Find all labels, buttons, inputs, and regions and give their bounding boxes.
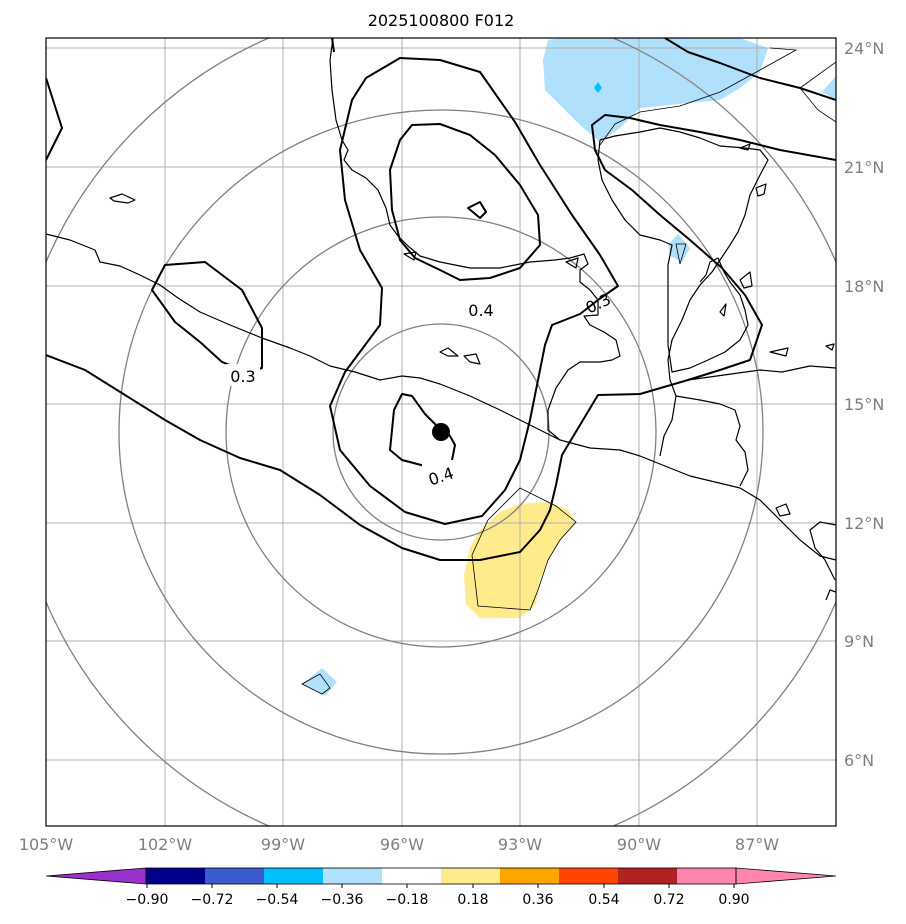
lon-label: 99°W (261, 835, 305, 854)
negative-shading-gulf-corner (822, 76, 836, 100)
thin-contours (301, 47, 836, 695)
colorbar-tick-label: −0.72 (191, 892, 234, 908)
colorbar-frame (145, 867, 737, 885)
colorbar-segment (264, 868, 324, 884)
negative-shading-nw-dot (594, 82, 602, 93)
colorbar-extend-high (735, 867, 837, 885)
colorbar-tick-label: 0.54 (588, 892, 619, 908)
colorbar-segment (441, 868, 501, 884)
colorbar-segment (146, 868, 206, 884)
negative-shading-pacific (302, 668, 337, 696)
lon-label: 102°W (138, 835, 193, 854)
colorbar-tick-label: 0.72 (653, 892, 684, 908)
lat-label: 6°N (844, 751, 874, 770)
coastlines (46, 38, 836, 601)
colorbar-tick-label: 0.90 (718, 892, 749, 908)
colorbar-tick-label: −0.18 (386, 892, 429, 908)
colorbar-tick-label: 0.36 (522, 892, 553, 908)
colorbar-segment (382, 868, 442, 884)
contour-label: 0.3 (583, 289, 614, 317)
lat-label: 12°N (844, 514, 884, 533)
colorbar-extend-low (45, 867, 147, 885)
lon-label: 93°W (498, 835, 542, 854)
map-panel: 0.4 0.3 0.3 0.4 (46, 38, 836, 826)
negative-shading-north (543, 38, 768, 142)
colorbar-segment (618, 868, 678, 884)
colorbar-segment (559, 868, 619, 884)
height-contours (46, 38, 836, 561)
lon-label: 96°W (380, 835, 424, 854)
contour-label-group: 0.4 0.3 0.3 0.4 (226, 289, 614, 489)
range-rings (46, 38, 836, 826)
longitude-labels: 105°W 102°W 99°W 96°W 93°W 90°W 87°W (19, 835, 779, 854)
colorbar-tick-label: −0.54 (256, 892, 299, 908)
colorbar-segment (323, 868, 383, 884)
graticule (46, 38, 836, 826)
lon-label: 90°W (617, 835, 661, 854)
lat-label: 18°N (844, 277, 884, 296)
lon-label: 87°W (735, 835, 779, 854)
lat-label: 24°N (844, 39, 884, 58)
lat-label: 15°N (844, 395, 884, 414)
colorbar-segment (205, 868, 265, 884)
latitude-labels: 24°N 21°N 18°N 15°N 12°N 9°N 6°N (844, 39, 884, 770)
storm-center-marker (432, 423, 450, 441)
colorbar-tick-label: −0.90 (126, 892, 169, 908)
lon-label: 105°W (19, 835, 74, 854)
negative-shading-yucatan (668, 234, 690, 262)
colorbar-segment (677, 868, 737, 884)
colorbar-segment (500, 868, 560, 884)
contour-label: 0.4 (468, 301, 493, 320)
lat-label: 9°N (844, 632, 874, 651)
lat-label: 21°N (844, 158, 884, 177)
colorbar-tick-label: −0.36 (321, 892, 364, 908)
map-frame (45, 37, 837, 827)
colorbar: −0.90 −0.72 −0.54 −0.36 −0.18 0.18 0.36 0.54 0.7… (45, 867, 837, 908)
contour-label: 0.3 (230, 367, 255, 386)
map-title: 2025100800 F012 (368, 11, 515, 30)
colorbar-tick-label: 0.18 (457, 892, 488, 908)
